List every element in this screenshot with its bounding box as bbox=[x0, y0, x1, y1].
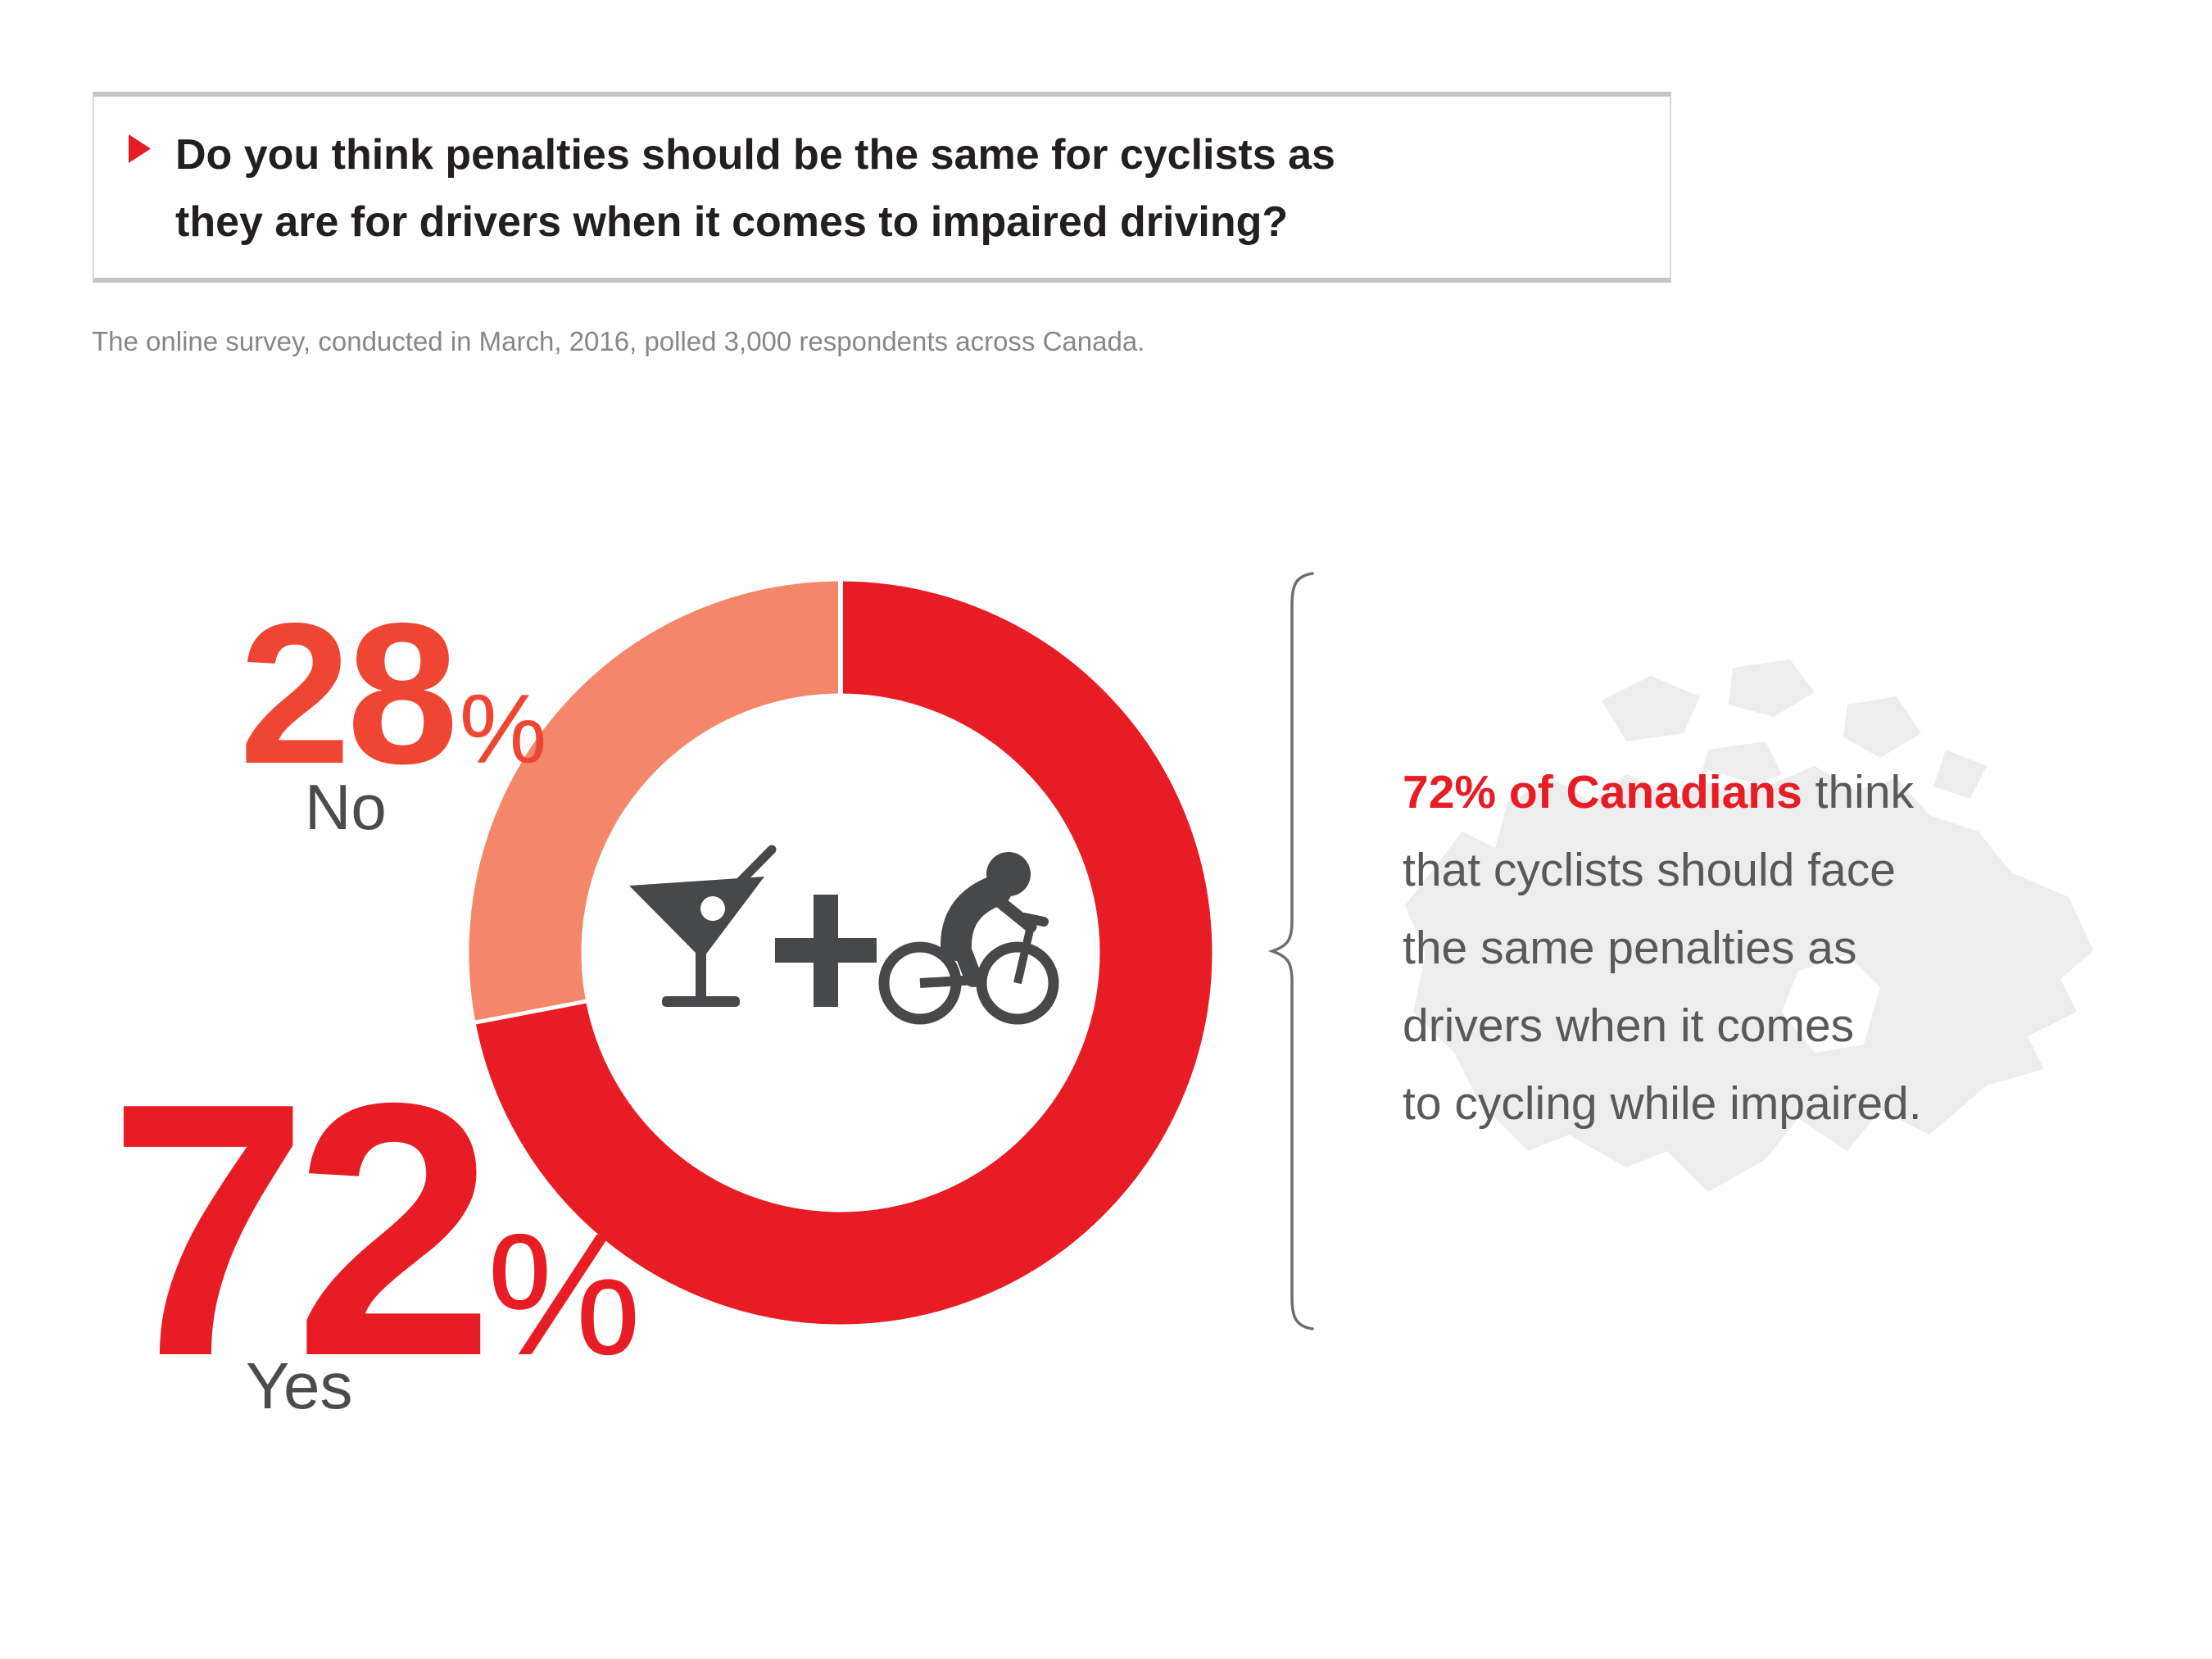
question-line-1: Do you think penalties should be the sam… bbox=[175, 131, 1335, 179]
statement-line-2: that cyclists should face bbox=[1403, 844, 1896, 896]
no-percent-sign: % bbox=[459, 674, 547, 784]
yes-stat: 72 % bbox=[108, 1050, 641, 1411]
no-stat: 28 % bbox=[239, 593, 546, 794]
statement-line-4: drivers when it comes bbox=[1403, 999, 1855, 1052]
segment-divider-side bbox=[474, 999, 587, 1025]
question-bullet-icon bbox=[129, 134, 151, 163]
statement-line-1: 72% of Canadians think bbox=[1403, 754, 2058, 832]
yes-value: 72 bbox=[108, 1029, 495, 1431]
cyclist-icon bbox=[878, 852, 1059, 1025]
statement-paragraph: 72% of Canadians think that cyclists sho… bbox=[1403, 754, 2058, 1143]
donut-chart bbox=[469, 581, 1213, 1325]
no-value: 28 bbox=[239, 581, 459, 805]
canada-map-silhouette bbox=[1405, 660, 2093, 1192]
canada-map-background bbox=[1405, 660, 2093, 1192]
yes-percent-sign: % bbox=[487, 1197, 641, 1391]
question-title: Do you think penalties should be the sam… bbox=[175, 121, 1335, 256]
statement-line-1-rest: think bbox=[1802, 766, 1915, 818]
yes-label: Yes bbox=[246, 1349, 353, 1422]
statement-highlight: 72% of Canadians bbox=[1403, 766, 1802, 818]
curly-brace bbox=[1267, 572, 1314, 1330]
question-line-2: they are for drivers when it comes to im… bbox=[175, 198, 1289, 246]
martini-glass-icon bbox=[629, 845, 777, 1007]
statement-line-3: the same penalties as bbox=[1403, 922, 1857, 974]
survey-note: The online survey, conducted in March, 2… bbox=[92, 326, 1145, 356]
no-label: No bbox=[305, 771, 387, 843]
statement-line-5: to cycling while impaired. bbox=[1403, 1077, 1922, 1130]
plus-icon bbox=[775, 895, 877, 1007]
question-box: Do you think penalties should be the sam… bbox=[93, 92, 1671, 283]
